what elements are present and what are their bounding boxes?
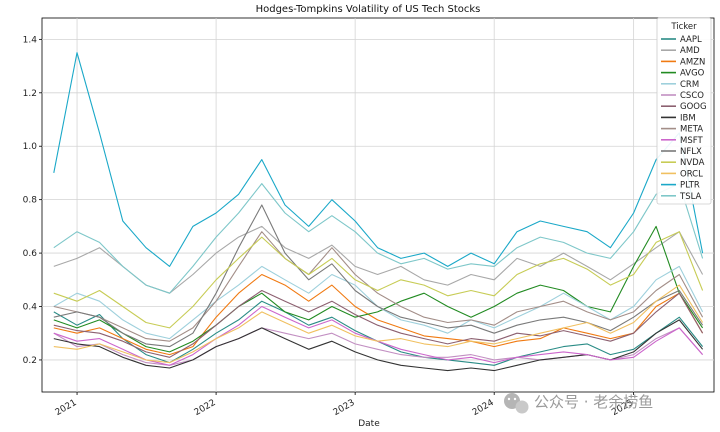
legend-label: CRM <box>680 80 699 90</box>
wechat-icon <box>504 393 529 414</box>
series-line-avgo <box>53 225 704 353</box>
legend-label: IBM <box>680 113 696 123</box>
x-tick-label: 2021 <box>54 398 79 418</box>
legend-label: CSCO <box>680 91 704 101</box>
series-line-pltr <box>53 52 704 267</box>
series-lines <box>53 52 704 372</box>
legend-label: NFLX <box>680 147 702 157</box>
series-line-orcl <box>53 284 704 364</box>
legend-label: META <box>680 125 703 135</box>
y-tick-label: 0.4 <box>23 303 38 313</box>
legend-label: PLTR <box>680 181 700 191</box>
series-line-meta <box>53 231 704 342</box>
x-tick-label: 2022 <box>193 398 218 418</box>
series-line-goog <box>53 289 704 358</box>
legend-label: ORCL <box>680 169 703 179</box>
legend-title: Ticker <box>670 22 697 32</box>
legend-label: GOOG <box>680 102 707 112</box>
legend-label: AMZN <box>680 57 705 67</box>
legend-label: AMD <box>680 46 700 56</box>
series-line-tsla <box>53 183 704 294</box>
x-tick-label: 2024 <box>471 398 496 418</box>
plot-area <box>41 17 715 393</box>
y-tick-label: 1.4 <box>23 35 38 45</box>
series-line-nflx <box>53 204 704 348</box>
legend-label: MSFT <box>680 136 703 146</box>
series-line-nvda <box>53 231 704 329</box>
legend-label: AVGO <box>680 69 705 79</box>
grid <box>42 18 714 392</box>
chart-title: Hodges-Tompkins Volatility of US Tech St… <box>256 4 481 15</box>
y-tick-label: 0.2 <box>23 356 37 366</box>
series-line-amzn <box>53 273 704 356</box>
watermark-text: 公众号 · 老余捞鱼 <box>534 393 653 411</box>
x-tick-label: 2023 <box>332 398 357 418</box>
y-tick-label: 0.8 <box>23 196 38 206</box>
legend-label: TSLA <box>679 192 702 202</box>
y-tick-label: 1.2 <box>23 89 37 99</box>
y-tick-label: 1.0 <box>23 142 38 152</box>
x-axis-label: Date <box>358 419 380 429</box>
legend-box <box>656 17 712 205</box>
watermark: 公众号 · 老余捞鱼 <box>504 393 653 414</box>
legend-label: NVDA <box>680 158 705 168</box>
legend-label: AAPL <box>680 35 702 45</box>
y-tick-label: 0.6 <box>23 249 38 259</box>
